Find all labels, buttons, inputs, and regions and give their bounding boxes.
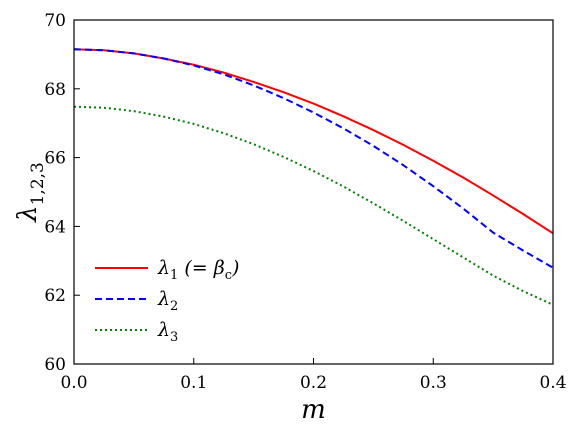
series-line-1 bbox=[73, 48, 554, 235]
series-line-2 bbox=[73, 48, 554, 269]
plot-content bbox=[73, 48, 554, 306]
y-tick-label: 60 bbox=[44, 355, 66, 375]
y-tick-label: 66 bbox=[44, 149, 66, 169]
legend-item-2: λ2 bbox=[95, 288, 178, 314]
x-tick-label: 0.0 bbox=[60, 373, 87, 393]
axis-ticks: 0.0 0.1 0.2 0.3 0.4 60 62 64 66 68 70 bbox=[44, 11, 566, 393]
x-tick-label: 0.3 bbox=[420, 373, 447, 393]
legend-label: λ1 (= βc) bbox=[157, 257, 239, 283]
y-tick-label: 64 bbox=[44, 217, 66, 237]
y-tick-label: 68 bbox=[44, 80, 66, 100]
series-line-3 bbox=[73, 105, 554, 306]
y-tick-label: 70 bbox=[44, 11, 66, 31]
x-tick-label: 0.1 bbox=[180, 373, 207, 393]
x-tick-label: 0.4 bbox=[539, 373, 566, 393]
legend-label: λ3 bbox=[157, 319, 178, 345]
x-axis-label: m bbox=[301, 395, 326, 425]
legend-label: λ2 bbox=[157, 288, 178, 314]
y-axis-label: λ1,2,3 bbox=[13, 162, 48, 223]
legend: λ1 (= βc) λ2 λ3 bbox=[95, 257, 239, 345]
legend-item-3: λ3 bbox=[95, 319, 178, 345]
plot-frame bbox=[73, 19, 554, 365]
legend-item-1: λ1 (= βc) bbox=[95, 257, 239, 283]
y-tick-label: 62 bbox=[44, 286, 66, 306]
x-tick-label: 0.2 bbox=[300, 373, 327, 393]
